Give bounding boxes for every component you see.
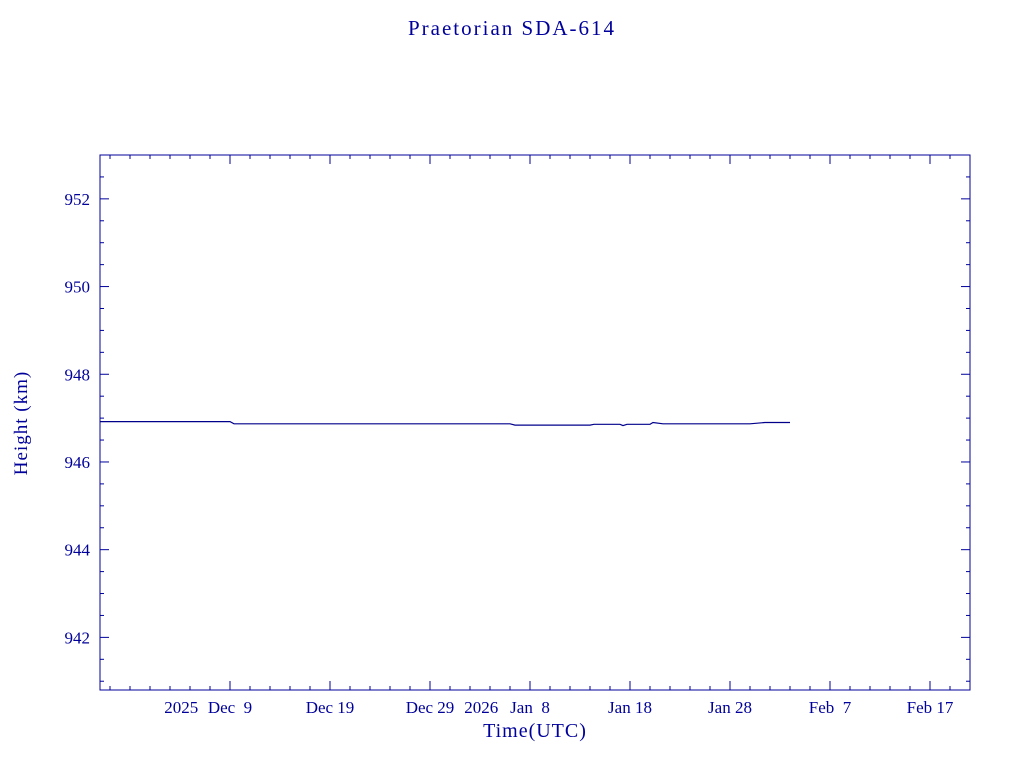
x-tick-label: Jan 18 xyxy=(608,698,652,717)
y-tick-label: 944 xyxy=(65,541,91,560)
x-tick-label: Dec 29 xyxy=(406,698,455,717)
x-tick-label: Dec 19 xyxy=(306,698,355,717)
y-tick-label: 950 xyxy=(65,278,91,297)
x-tick-year-label: 2025 xyxy=(164,698,198,717)
y-tick-label: 946 xyxy=(65,453,91,472)
y-axis-label: Height (km) xyxy=(11,370,32,475)
chart-title: Praetorian SDA-614 xyxy=(407,16,617,40)
y-tick-label: 948 xyxy=(65,365,91,384)
x-tick-label: Feb 17 xyxy=(907,698,954,717)
y-axis-label-container: Height (km) xyxy=(0,155,44,690)
y-tick-label: 942 xyxy=(65,628,91,647)
x-tick-label: Feb 7 xyxy=(809,698,852,717)
x-axis-label: Time(UTC) xyxy=(483,720,587,742)
data-line-height xyxy=(100,421,790,427)
x-tick-label: Jan 8 xyxy=(510,698,550,717)
plot-frame xyxy=(99,154,971,691)
x-tick-label: Jan 28 xyxy=(708,698,752,717)
x-tick-year-label: 2026 xyxy=(464,698,498,717)
y-tick-label: 952 xyxy=(65,190,91,209)
x-tick-label: Dec 9 xyxy=(208,698,252,717)
